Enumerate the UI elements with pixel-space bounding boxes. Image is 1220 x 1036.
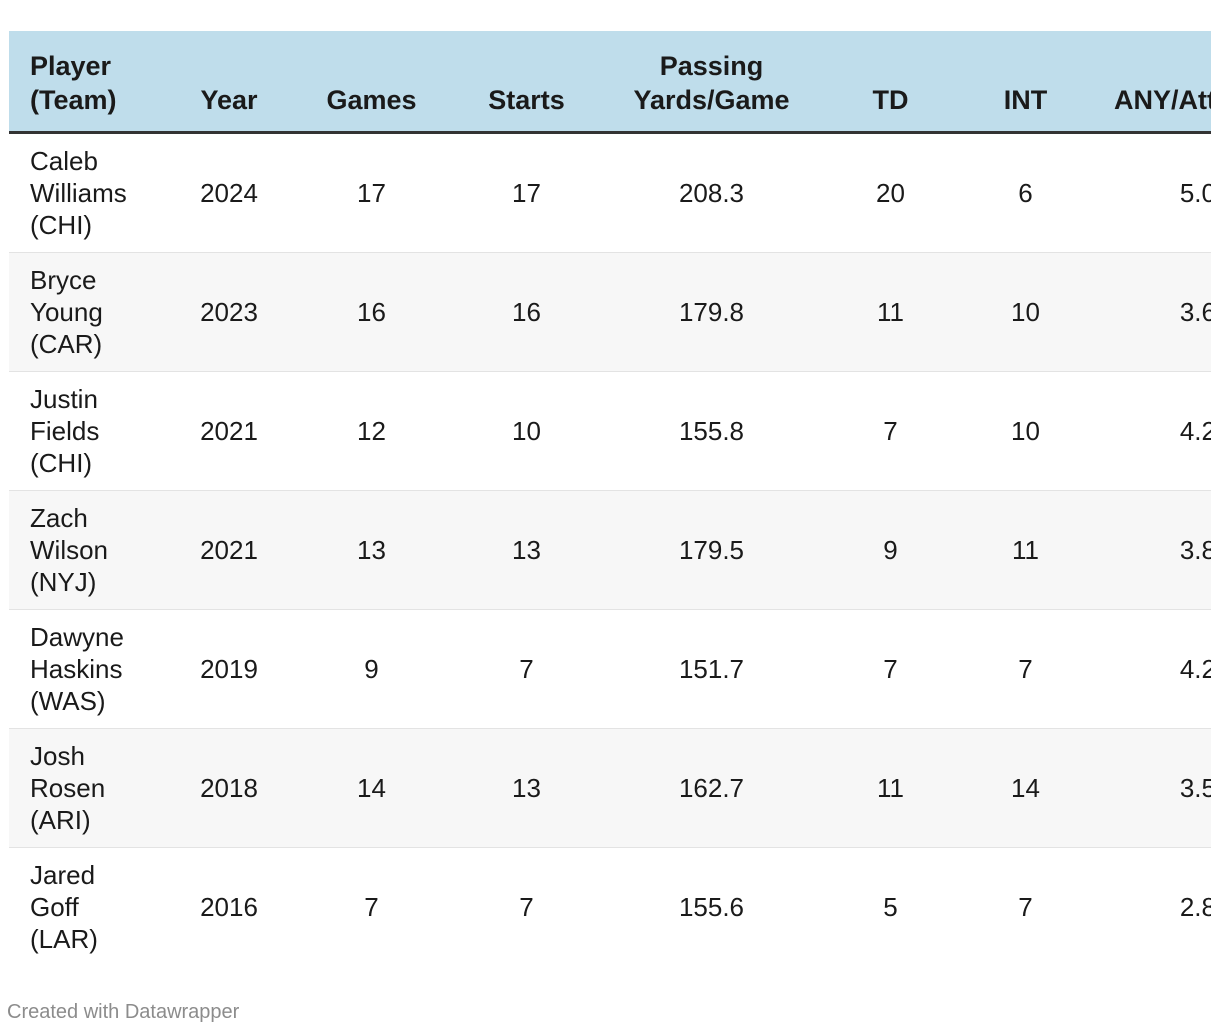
cell-starts: 10 [444,371,609,491]
cell-passing-yards-game: 151.7 [609,609,814,729]
cell-passing-yards-game: 162.7 [609,728,814,848]
cell-games: 16 [299,252,444,372]
cell-any-att: 3.6 [1084,252,1211,372]
cell-year: 2024 [200,178,258,208]
table-row: Dawyne Haskins (WAS) 2019 9 7 151.7 7 7 … [9,609,1211,729]
cell-int: 11 [967,490,1084,610]
cell-starts: 17 [512,178,541,208]
cell-player-team: Bryce Young (CAR) [9,252,159,372]
table-row: Zach Wilson (NYJ) 2021 13 13 179.5 9 11 … [9,490,1211,610]
table-row: Jared Goff (LAR) 2016 7 7 155.6 5 7 2.8 [9,847,1211,966]
col-header-player-team: Player (Team) [9,31,159,134]
cell-player-team: Justin Fields (CHI) [9,371,159,491]
cell-year: 2021 [159,490,299,610]
cell-any-att: 3.8 [1084,490,1211,610]
cell-any-att: 4.2 [1084,609,1211,729]
datawrapper-credit-link[interactable]: Created with Datawrapper [7,1001,240,1023]
cell-int: 14 [967,728,1084,848]
col-header-any-att: ANY/Att [1084,31,1211,134]
cell-games: 13 [299,490,444,610]
table-clip-region: Player (Team) Year Games Starts Passing … [9,31,1211,966]
col-header-starts: Starts [444,31,609,134]
qb-rookie-stats-table: Player (Team) Year Games Starts Passing … [9,31,1211,966]
cell-player-team: Josh Rosen (ARI) [9,728,159,848]
cell-year: 2019 [159,609,299,729]
cell-year: 2021 [159,371,299,491]
cell-starts: 7 [444,609,609,729]
header-row: Player (Team) Year Games Starts Passing … [9,31,1211,134]
cell-player-team: Dawyne Haskins (WAS) [9,609,159,729]
table-row: Josh Rosen (ARI) 2018 14 13 162.7 11 14 … [9,728,1211,848]
cell-td: 11 [814,728,967,848]
cell-player-team: Caleb Williams (CHI) [30,146,127,240]
table-row: Bryce Young (CAR) 2023 16 16 179.8 11 10… [9,252,1211,372]
cell-int: 7 [967,609,1084,729]
cell-player-team: Zach Wilson (NYJ) [9,490,159,610]
cell-year: 2018 [159,728,299,848]
cell-starts: 16 [444,252,609,372]
cell-td: 9 [814,490,967,610]
cell-passing-yards-game: 155.8 [609,371,814,491]
col-header-int: INT [967,31,1084,134]
cell-games: 14 [299,728,444,848]
cell-any-att: 3.5 [1084,728,1211,848]
cell-td: 20 [876,178,905,208]
col-header-year: Year [159,31,299,134]
cell-games: 9 [299,609,444,729]
cell-starts: 13 [444,490,609,610]
cell-games: 17 [357,178,386,208]
cell-int: 10 [967,252,1084,372]
cell-year: 2023 [159,252,299,372]
cell-int: 6 [1018,178,1033,208]
cell-any-att: 2.8 [1084,847,1211,966]
cell-games: 12 [299,371,444,491]
cell-passing-yards-game: 208.3 [678,178,745,208]
col-header-passing-yards-game: Passing Yards/Game [609,31,814,134]
cell-any-att: 5.0 [1179,178,1211,208]
cell-year: 2016 [159,847,299,966]
cell-td: 7 [814,371,967,491]
table-row: Caleb Williams (CHI) 2024 17 17 208.3 20… [9,133,1211,253]
cell-games: 7 [299,847,444,966]
cell-int: 7 [967,847,1084,966]
cell-int: 10 [967,371,1084,491]
cell-td: 7 [814,609,967,729]
cell-starts: 7 [444,847,609,966]
cell-passing-yards-game: 155.6 [609,847,814,966]
cell-any-att: 4.2 [1084,371,1211,491]
cell-td: 11 [814,252,967,372]
col-header-td: TD [814,31,967,134]
cell-starts: 13 [444,728,609,848]
table-row: Justin Fields (CHI) 2021 12 10 155.8 7 1… [9,371,1211,491]
col-header-games: Games [299,31,444,134]
cell-td: 5 [814,847,967,966]
cell-passing-yards-game: 179.5 [609,490,814,610]
cell-passing-yards-game: 179.8 [609,252,814,372]
cell-player-team: Jared Goff (LAR) [9,847,159,966]
